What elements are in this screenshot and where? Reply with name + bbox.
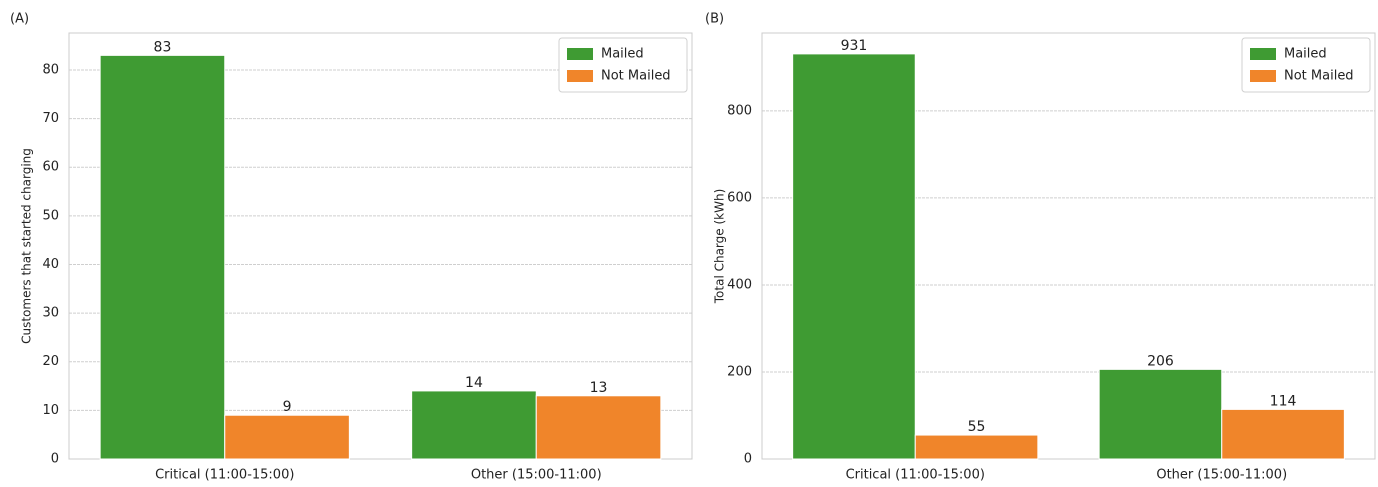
y-tick-label: 400 [727,277,752,292]
x-tick-label: Critical (11:00-15:00) [155,468,294,483]
y-tick-label: 200 [727,364,752,379]
y-tick-label: 50 [42,208,59,223]
y-tick-label: 60 [42,160,59,175]
legend-swatch [567,48,593,60]
legend-entry: Not Mailed [601,69,671,84]
value-label: 114 [1270,393,1297,409]
y-tick-label: 10 [42,403,59,418]
y-axis-label: Total Charge (kWh) [713,189,727,305]
bar [1098,368,1223,460]
y-tick-label: 40 [42,257,59,272]
y-tick-label: 70 [42,111,59,126]
legend-entry: Not Mailed [1284,69,1354,84]
bar [99,54,226,460]
value-label: 9 [283,399,292,415]
y-tick-label: 0 [51,452,59,467]
bar [792,53,916,460]
y-tick-label: 600 [727,190,752,205]
panel-label: (B) [705,12,724,27]
value-label: 206 [1147,353,1174,369]
x-tick-label: Critical (11:00-15:00) [846,468,985,483]
value-label: 55 [968,419,986,435]
bar [224,414,350,460]
panel-label: (A) [10,12,29,27]
axes-frame [68,32,693,460]
y-tick-label: 800 [727,103,752,118]
legend-entry: Mailed [601,47,644,62]
y-tick-label: 20 [42,354,59,369]
y-tick-label: 0 [744,452,752,467]
y-tick-label: 30 [42,306,59,321]
bar [411,390,537,460]
bar [914,434,1039,460]
value-label: 13 [590,380,608,396]
axes-frame [761,32,1376,460]
y-tick-label: 80 [42,62,59,77]
y-axis-label: Customers that started charging [20,148,34,344]
x-tick-label: Other (15:00-11:00) [1156,468,1287,483]
bar [1221,408,1345,460]
x-tick-label: Other (15:00-11:00) [471,468,602,483]
legend-swatch [1250,70,1276,82]
value-label: 14 [465,375,483,391]
bar [535,395,662,460]
value-label: 83 [154,39,172,55]
legend-swatch [1250,48,1276,60]
legend-swatch [567,70,593,82]
value-label: 931 [841,38,868,54]
legend-entry: Mailed [1284,47,1327,62]
